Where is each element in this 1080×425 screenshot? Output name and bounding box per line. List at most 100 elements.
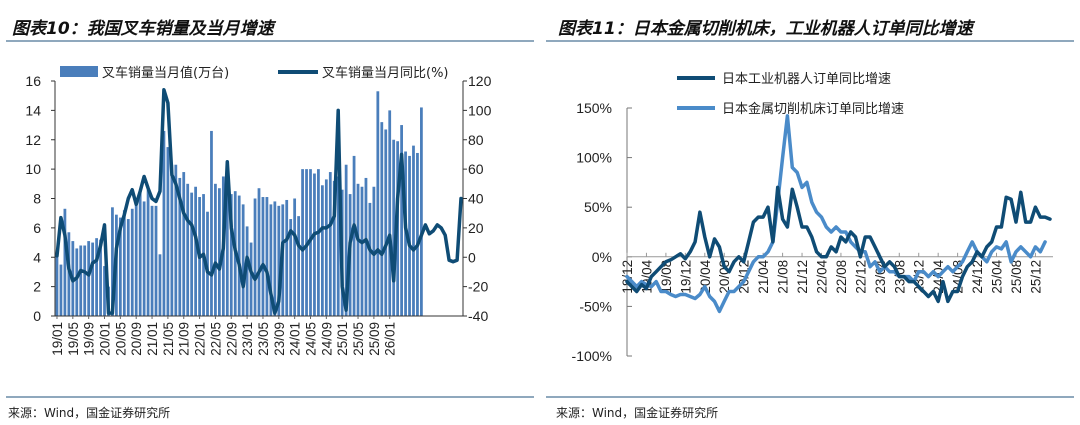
bar (126, 219, 130, 316)
y-right-tick-label: -20 (468, 279, 488, 295)
bar (285, 199, 289, 316)
bar (273, 201, 277, 316)
bar (87, 241, 91, 316)
bar (269, 204, 273, 317)
bar (392, 139, 396, 316)
bar (388, 110, 392, 317)
y-right-tick-label: 100 (468, 102, 492, 118)
bar (150, 205, 154, 316)
x-tick-label: 22/08 (834, 260, 849, 294)
y-right-tick-label: 20 (468, 220, 484, 236)
y-tick-label: -50% (579, 298, 612, 314)
bar (364, 177, 368, 316)
bar (83, 245, 87, 316)
bar (277, 205, 281, 316)
y-tick-label: -100% (572, 348, 612, 364)
bar (400, 125, 403, 316)
y-left-tick-label: 4 (33, 249, 41, 265)
bar (79, 245, 83, 316)
bar (122, 210, 126, 316)
bar (253, 198, 257, 316)
left-title-rule (6, 40, 534, 42)
robot-orders-line (625, 185, 1052, 304)
bar (344, 164, 348, 316)
yoy-line (55, 88, 463, 315)
bar (245, 226, 249, 316)
x-tick-label: 25/12 (1028, 260, 1043, 294)
y-left-tick-label: 6 (33, 220, 41, 236)
x-tick-label: 22/04 (815, 259, 830, 293)
y-left-tick-label: 14 (25, 102, 41, 118)
bar (384, 129, 388, 316)
x-tick-label: 21/04 (756, 259, 771, 293)
bar (162, 130, 166, 316)
right-chart-title: 图表11：日本金属切削机床，工业机器人订单同比增速 (558, 19, 973, 39)
bar (158, 254, 162, 316)
legend-line-label: 叉车销量当月同比(%) (322, 65, 449, 81)
bar (356, 183, 360, 316)
bar (75, 248, 79, 316)
legend-bar-label: 叉车销量当月值(万台) (102, 65, 229, 81)
x-tick-label: 21/12 (795, 260, 810, 294)
y-right-tick-label: -40 (468, 308, 488, 324)
x-tick-label: 25/09 (367, 322, 382, 356)
bar (332, 180, 336, 317)
bar (360, 186, 364, 316)
y-right-tick-label: 80 (468, 132, 484, 148)
y-tick-label: 150% (576, 100, 612, 116)
x-tick-label: 22/09 (224, 322, 239, 356)
x-tick-label: 21/01 (145, 322, 160, 356)
bar (328, 172, 332, 316)
x-tick-label: 24/01 (288, 322, 303, 356)
y-left-tick-label: 12 (25, 132, 41, 148)
bar (95, 238, 98, 316)
x-tick-label: 24/12 (970, 260, 985, 294)
x-tick-label: 25/01 (335, 322, 350, 356)
bar (336, 176, 340, 316)
bar (297, 216, 300, 317)
bar (138, 192, 142, 317)
x-tick-label: 20/01 (98, 322, 113, 356)
y-right-tick-label: 120 (468, 73, 492, 89)
right-title-rule (546, 40, 1074, 42)
bar (63, 208, 67, 316)
y-right-tick-label: 60 (468, 161, 484, 177)
x-tick-label: 24/05 (304, 322, 319, 356)
bar (190, 192, 194, 317)
bar (368, 202, 372, 316)
x-tick-label: 19/09 (82, 322, 97, 356)
bar (146, 189, 150, 316)
bar (55, 254, 59, 316)
y-left-tick-label: 10 (25, 161, 41, 177)
left-source: 来源：Wind，国金证券研究所 (8, 406, 171, 420)
x-tick-label: 19/01 (50, 322, 65, 356)
bar (289, 219, 293, 316)
bar (229, 194, 233, 316)
bar (178, 177, 182, 316)
x-tick-label: 22/05 (208, 322, 223, 356)
bar (174, 164, 178, 316)
bar (154, 205, 158, 316)
bar (265, 197, 269, 316)
left-chart-title: 图表10：我国叉车销量及当月增速 (12, 19, 274, 39)
bar (142, 201, 146, 316)
y-tick-label: 100% (576, 150, 612, 166)
bar (91, 242, 95, 316)
bar (416, 152, 419, 316)
bar (134, 199, 138, 316)
legend-machine-label: 日本金属切削机床订单同比增速 (722, 101, 904, 117)
y-right-tick-label: 0 (468, 249, 476, 265)
bar (118, 217, 122, 316)
x-tick-label: 24/09 (319, 322, 334, 356)
bar (301, 169, 304, 317)
bar (186, 183, 190, 316)
bar (313, 173, 316, 316)
x-tick-label: 23/05 (256, 322, 271, 356)
x-tick-label: 21/09 (177, 322, 192, 356)
bar (412, 145, 415, 317)
bar (170, 164, 174, 316)
bar (218, 188, 221, 316)
bar (182, 172, 186, 316)
x-tick-label: 22/01 (193, 322, 208, 356)
